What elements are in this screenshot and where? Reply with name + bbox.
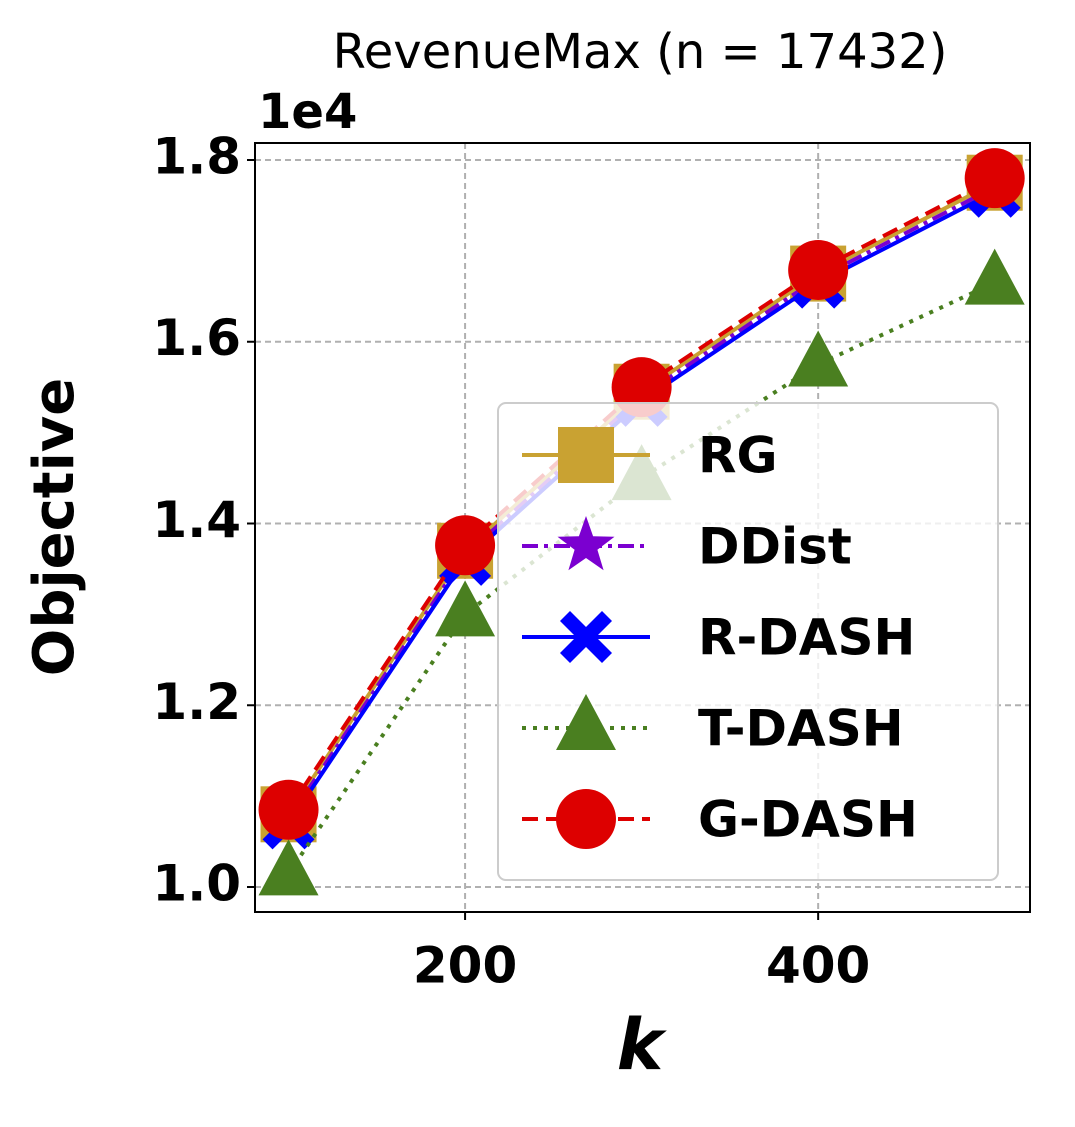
- legend-label: T-DASH: [698, 700, 904, 758]
- marker: [435, 515, 496, 576]
- legend-label: G-DASH: [698, 791, 918, 849]
- legend-marker: [557, 516, 615, 571]
- legend-marker: [560, 611, 612, 663]
- marker: [788, 330, 849, 387]
- legend-label: R-DASH: [698, 609, 915, 667]
- plot-frame: [254, 142, 1031, 913]
- marker: [964, 248, 1025, 305]
- marker: [788, 239, 849, 300]
- y-tick-label: 1.8: [152, 127, 241, 185]
- legend-label: RG: [698, 427, 778, 485]
- x-axis-label: k: [617, 1004, 668, 1086]
- y-tick-label: 1.2: [152, 673, 241, 731]
- marker: [435, 580, 496, 637]
- legend-box: [497, 402, 999, 881]
- legend-marker: [556, 694, 616, 750]
- legend: RG DDist R-DASH T-DASH G-DASH: [497, 402, 999, 881]
- legend-marker: [558, 427, 614, 483]
- y-tick-label: 1.4: [152, 491, 241, 549]
- y-offset-label: 1e4: [258, 84, 357, 140]
- legend-marker: [556, 789, 616, 849]
- y-axis-label: Objective: [22, 378, 87, 677]
- legend-label: DDist: [698, 518, 852, 576]
- y-tick-label: 1.6: [152, 309, 241, 367]
- marker: [258, 779, 319, 840]
- chart-title: RevenueMax (n = 17432): [333, 24, 948, 80]
- marker: [258, 839, 319, 896]
- x-tick-label: 200: [413, 937, 517, 995]
- marker: [964, 148, 1025, 209]
- x-tick-label: 400: [766, 937, 870, 995]
- y-tick-label: 1.0: [152, 855, 241, 913]
